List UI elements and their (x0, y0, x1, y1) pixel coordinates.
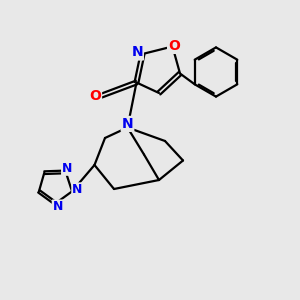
Text: N: N (72, 183, 82, 196)
Text: N: N (131, 46, 143, 59)
Text: O: O (89, 89, 101, 103)
Text: O: O (168, 39, 180, 53)
Text: N: N (122, 117, 133, 131)
Text: N: N (53, 200, 63, 214)
Text: N: N (62, 162, 72, 175)
